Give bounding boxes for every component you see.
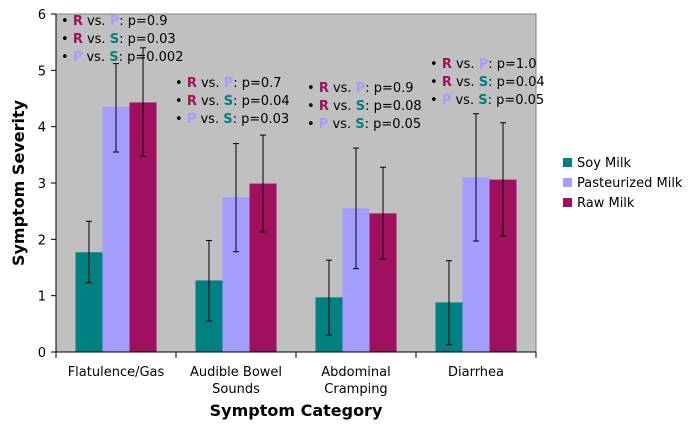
error-bar [260,134,266,233]
legend: Soy Milk Pasteurized Milk Raw Milk [563,156,683,211]
y-axis-title: Symptom Severity [9,99,28,266]
p-value-annotation: • P vs. S: p=0.05 [307,117,421,132]
p-value-annotation: • R vs. P: p=0.7 [175,76,282,91]
error-bar [86,220,92,284]
p-value-annotation: • P vs. S: p=0.05 [430,93,544,108]
x-category-label: Diarrhea [448,365,504,380]
x-axis-title: Symptom Category [210,401,383,420]
legend-swatch [563,198,572,207]
error-bar [353,147,359,270]
legend-label: Raw Milk [577,196,635,211]
legend-label: Pasteurized Milk [577,176,683,191]
x-categories-layer: Flatulence/Gas Audible Bowel Sounds Abdomin… [55,352,537,397]
error-bar [233,143,239,253]
error-bar [446,260,452,346]
error-bar [473,113,479,242]
y-tick-label: 1 [38,290,46,305]
error-bar [380,166,386,260]
y-tick-label: 6 [38,8,46,23]
y-tick-label: 0 [38,346,46,361]
p-value-annotation: • R vs. P: p=1.0 [430,57,537,72]
x-category-label: Flatulence/Gas [68,365,165,380]
x-category-label: Cramping [324,382,387,397]
p-value-annotation: • R vs. S: p=0.04 [175,94,290,109]
y-tick-label: 4 [38,121,46,136]
x-category-label: Audible Bowel [190,365,282,380]
error-bar [206,239,212,322]
y-tick-label: 2 [38,233,46,248]
p-value-annotation: • R vs. S: p=0.04 [430,75,545,90]
legend-label: Soy Milk [577,156,631,171]
p-value-annotation: • R vs. P: p=0.9 [61,14,168,29]
error-bar [500,122,506,237]
legend-swatch [563,178,572,187]
y-tick-label: 3 [38,177,46,192]
y-tick-label: 5 [38,64,46,79]
error-bar [326,259,332,336]
p-value-annotation: • R vs. S: p=0.03 [61,32,176,47]
p-value-annotation: • P vs. S: p=0.03 [175,112,289,127]
annotations-layer: • R vs. P: p=0.9 • R vs. S: p=0.03 • P vs.… [61,14,545,132]
p-value-annotation: • R vs. S: p=0.08 [307,99,422,114]
error-bars-layer [86,47,506,346]
p-value-annotation: • R vs. P: p=0.9 [307,81,414,96]
error-bar [140,47,146,158]
y-ticks-layer: 0 1 2 3 4 5 6 [38,8,56,361]
legend-swatch [563,158,572,167]
x-category-label: Abdominal [321,365,390,380]
x-category-label: Sounds [212,382,260,397]
p-value-annotation: • P vs. S: p=0.002 [61,50,183,65]
error-bar [113,63,119,153]
